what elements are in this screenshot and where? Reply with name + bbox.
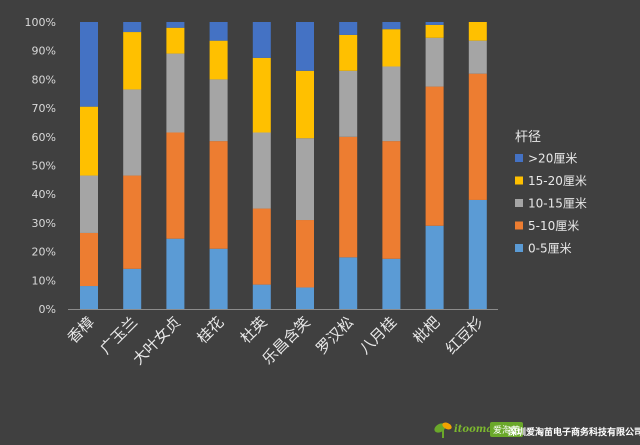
bar-segment xyxy=(209,141,228,249)
legend-label: 5-10厘米 xyxy=(528,219,579,233)
bar-segment xyxy=(425,22,444,25)
bar-segment xyxy=(382,29,401,67)
bar-segment xyxy=(425,225,444,309)
logo-text: itoomaoe xyxy=(454,424,506,435)
bar-segment xyxy=(209,79,228,142)
bar-segment xyxy=(166,22,185,28)
y-tick-label: 70% xyxy=(32,102,56,115)
x-category-label: 杜英 xyxy=(237,313,271,347)
bar-segment xyxy=(296,22,314,71)
y-tick-label: 40% xyxy=(32,188,56,201)
legend-label: 0-5厘米 xyxy=(528,242,572,256)
bar-segment xyxy=(80,106,98,176)
bar-segment xyxy=(468,40,487,74)
bar-segment xyxy=(252,22,271,58)
bar-segment xyxy=(166,27,185,54)
bar-segment xyxy=(425,86,444,226)
legend-label: 10-15厘米 xyxy=(528,197,587,211)
bar-segment xyxy=(123,268,142,309)
leaf-icon xyxy=(434,422,452,438)
bar-segment xyxy=(339,70,358,137)
bar-segment xyxy=(123,89,142,176)
x-category-label: 大叶女贞 xyxy=(129,313,184,368)
bar-segment xyxy=(468,22,487,41)
legend-label: 15-20厘米 xyxy=(528,174,587,188)
y-tick-label: 90% xyxy=(32,45,56,58)
bar-segment xyxy=(339,22,358,35)
bar-segment xyxy=(296,220,314,288)
bar-segment xyxy=(382,141,401,259)
bar-segment xyxy=(80,22,98,107)
legend-swatch xyxy=(515,244,523,252)
legend-swatch xyxy=(515,221,523,230)
y-tick-label: 30% xyxy=(32,217,56,230)
bar-segment xyxy=(468,73,487,200)
legend-swatch xyxy=(515,154,523,162)
bar-segment xyxy=(382,258,401,309)
legend-label: >20厘米 xyxy=(528,152,577,166)
x-category-label: 香樟 xyxy=(64,313,98,347)
bar-segment xyxy=(123,32,142,90)
bar-segment xyxy=(166,132,185,239)
x-category-label: 桂花 xyxy=(193,313,227,347)
bar-segment xyxy=(252,284,271,309)
bar-segment xyxy=(425,24,444,38)
bar-segment xyxy=(296,138,314,221)
x-category-label: 罗汉松 xyxy=(312,313,357,358)
y-tick-label: 10% xyxy=(32,274,56,287)
x-category-label: 红豆杉 xyxy=(442,313,487,358)
bar-segment xyxy=(166,53,185,133)
x-category-label: 枇杷 xyxy=(409,313,443,347)
x-category-label: 乐昌含笑 xyxy=(259,313,314,368)
bar-segment xyxy=(80,286,98,309)
company-name: 深圳爱淘苗电子商务科技有限公司 xyxy=(508,428,640,438)
y-tick-label: 50% xyxy=(32,160,56,173)
bar-segment xyxy=(425,37,444,87)
y-tick-label: 60% xyxy=(32,131,56,144)
bar-segment xyxy=(382,66,401,142)
bar-segment xyxy=(339,34,358,71)
y-tick-label: 80% xyxy=(32,73,56,86)
bar-segment xyxy=(468,199,487,309)
bar-segment xyxy=(209,40,228,80)
logo-tag: 爱淘苗 xyxy=(490,422,524,437)
y-tick-label: 20% xyxy=(32,246,56,259)
bar-segment xyxy=(252,132,271,209)
bar-segment xyxy=(339,136,358,258)
legend-swatch xyxy=(515,199,523,207)
bar-segment xyxy=(296,70,314,139)
bar-segment xyxy=(80,232,98,287)
y-tick-label: 0% xyxy=(39,303,56,316)
x-category-label: 八月桂 xyxy=(356,313,401,358)
bar-segment xyxy=(166,238,185,309)
y-tick-label: 100% xyxy=(25,16,56,29)
bar-segment xyxy=(382,22,401,30)
bar-segment xyxy=(296,287,314,309)
bar-segment xyxy=(339,257,358,309)
bar-segment xyxy=(80,175,98,233)
legend-swatch xyxy=(515,176,523,185)
legend-title: 杆径 xyxy=(515,130,541,145)
bar-segment xyxy=(123,22,142,33)
bar-segment xyxy=(252,208,271,285)
bar-segment xyxy=(209,248,228,309)
bar-segment xyxy=(209,22,228,41)
bar-segment xyxy=(123,175,142,269)
bar-segment xyxy=(252,57,271,133)
